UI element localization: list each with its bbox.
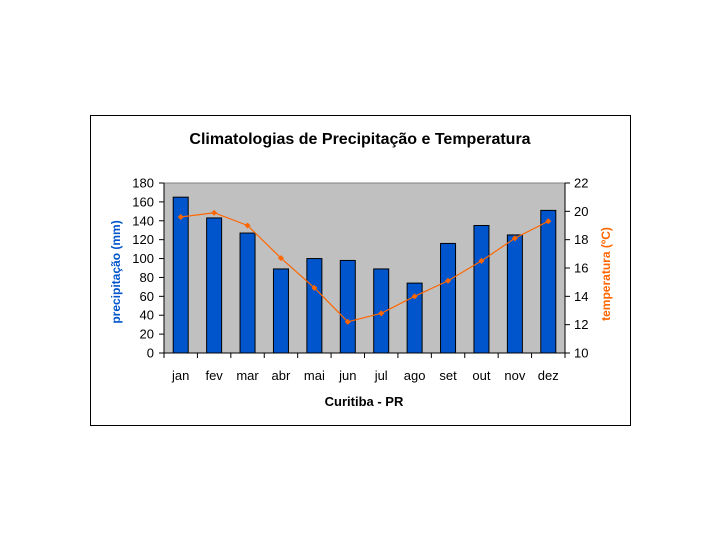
- y-tick-label: 80: [140, 270, 154, 285]
- x-axis-label: Curitiba - PR: [325, 394, 404, 409]
- y-tick-label: 120: [132, 232, 154, 247]
- temperature-point-nov: [511, 235, 518, 242]
- y2-tick-label: 14: [574, 289, 588, 304]
- temperature-point-jul: [378, 310, 385, 317]
- plot-area: [163, 182, 566, 354]
- bar-mar: [239, 232, 256, 354]
- y-axis-label: precipitação (mm): [109, 220, 123, 323]
- temperature-point-mai: [311, 284, 318, 291]
- x-tick-label-nov: nov: [504, 368, 525, 383]
- y-tick-label: 100: [132, 251, 154, 266]
- x-tick-label-abr: abr: [272, 368, 291, 383]
- bar-jan: [172, 196, 189, 354]
- y2-tick-label: 22: [574, 176, 588, 191]
- y-tick-label: 60: [140, 289, 154, 304]
- temperature-point-set: [445, 277, 452, 284]
- x-tick-label-set: set: [439, 368, 457, 383]
- x-tick-label-out: out: [472, 368, 490, 383]
- bar-out: [473, 225, 490, 354]
- temperature-point-fev: [211, 209, 218, 216]
- y2-tick-label: 16: [574, 261, 588, 276]
- x-tick-label-jun: jun: [338, 368, 356, 383]
- temperature-point-mar: [244, 222, 251, 229]
- x-tick-label-mai: mai: [304, 368, 325, 383]
- x-tick-label-mar: mar: [236, 368, 259, 383]
- x-tick-label-jul: jul: [374, 368, 388, 383]
- x-tick-label-jan: jan: [171, 368, 189, 383]
- bar-mai: [306, 258, 323, 354]
- temperature-point-dez: [545, 218, 552, 225]
- y-tick-label: 180: [132, 176, 154, 191]
- temperature-point-ago: [411, 293, 418, 300]
- bar-set: [440, 242, 457, 354]
- x-tick-label-dez: dez: [538, 368, 559, 383]
- y2-axis-label: temperatura (ºC): [599, 227, 613, 321]
- bar-fev: [206, 217, 223, 354]
- temperature-point-abr: [277, 255, 284, 262]
- x-tick-label-ago: ago: [404, 368, 426, 383]
- temperature-point-out: [478, 257, 485, 264]
- bar-jun: [339, 259, 356, 354]
- bar-abr: [272, 268, 289, 354]
- y-tick-label: 160: [132, 194, 154, 209]
- temperature-line: [180, 212, 549, 323]
- bar-nov: [506, 234, 523, 354]
- y2-tick-label: 12: [574, 317, 588, 332]
- chart-title: Climatologias de Precipitação e Temperat…: [189, 131, 530, 148]
- temperature-point-jun: [344, 318, 351, 325]
- bar-dez: [540, 209, 557, 354]
- y-tick-label: 140: [132, 213, 154, 228]
- y-tick-label: 0: [147, 346, 154, 361]
- y2-tick-label: 10: [574, 346, 588, 361]
- x-tick-label-fev: fev: [205, 368, 223, 383]
- y2-tick-label: 18: [574, 232, 588, 247]
- temperature-point-jan: [177, 214, 184, 220]
- y-tick-label: 20: [140, 327, 154, 342]
- y-tick-label: 40: [140, 308, 154, 323]
- y2-tick-label: 20: [574, 204, 588, 219]
